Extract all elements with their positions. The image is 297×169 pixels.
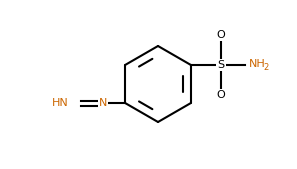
Text: O: O: [217, 30, 225, 40]
Text: N: N: [99, 98, 107, 108]
Text: 2: 2: [263, 63, 268, 71]
Text: HN: HN: [52, 98, 69, 108]
Text: NH: NH: [249, 59, 266, 69]
Text: O: O: [217, 90, 225, 100]
Text: S: S: [217, 60, 225, 70]
